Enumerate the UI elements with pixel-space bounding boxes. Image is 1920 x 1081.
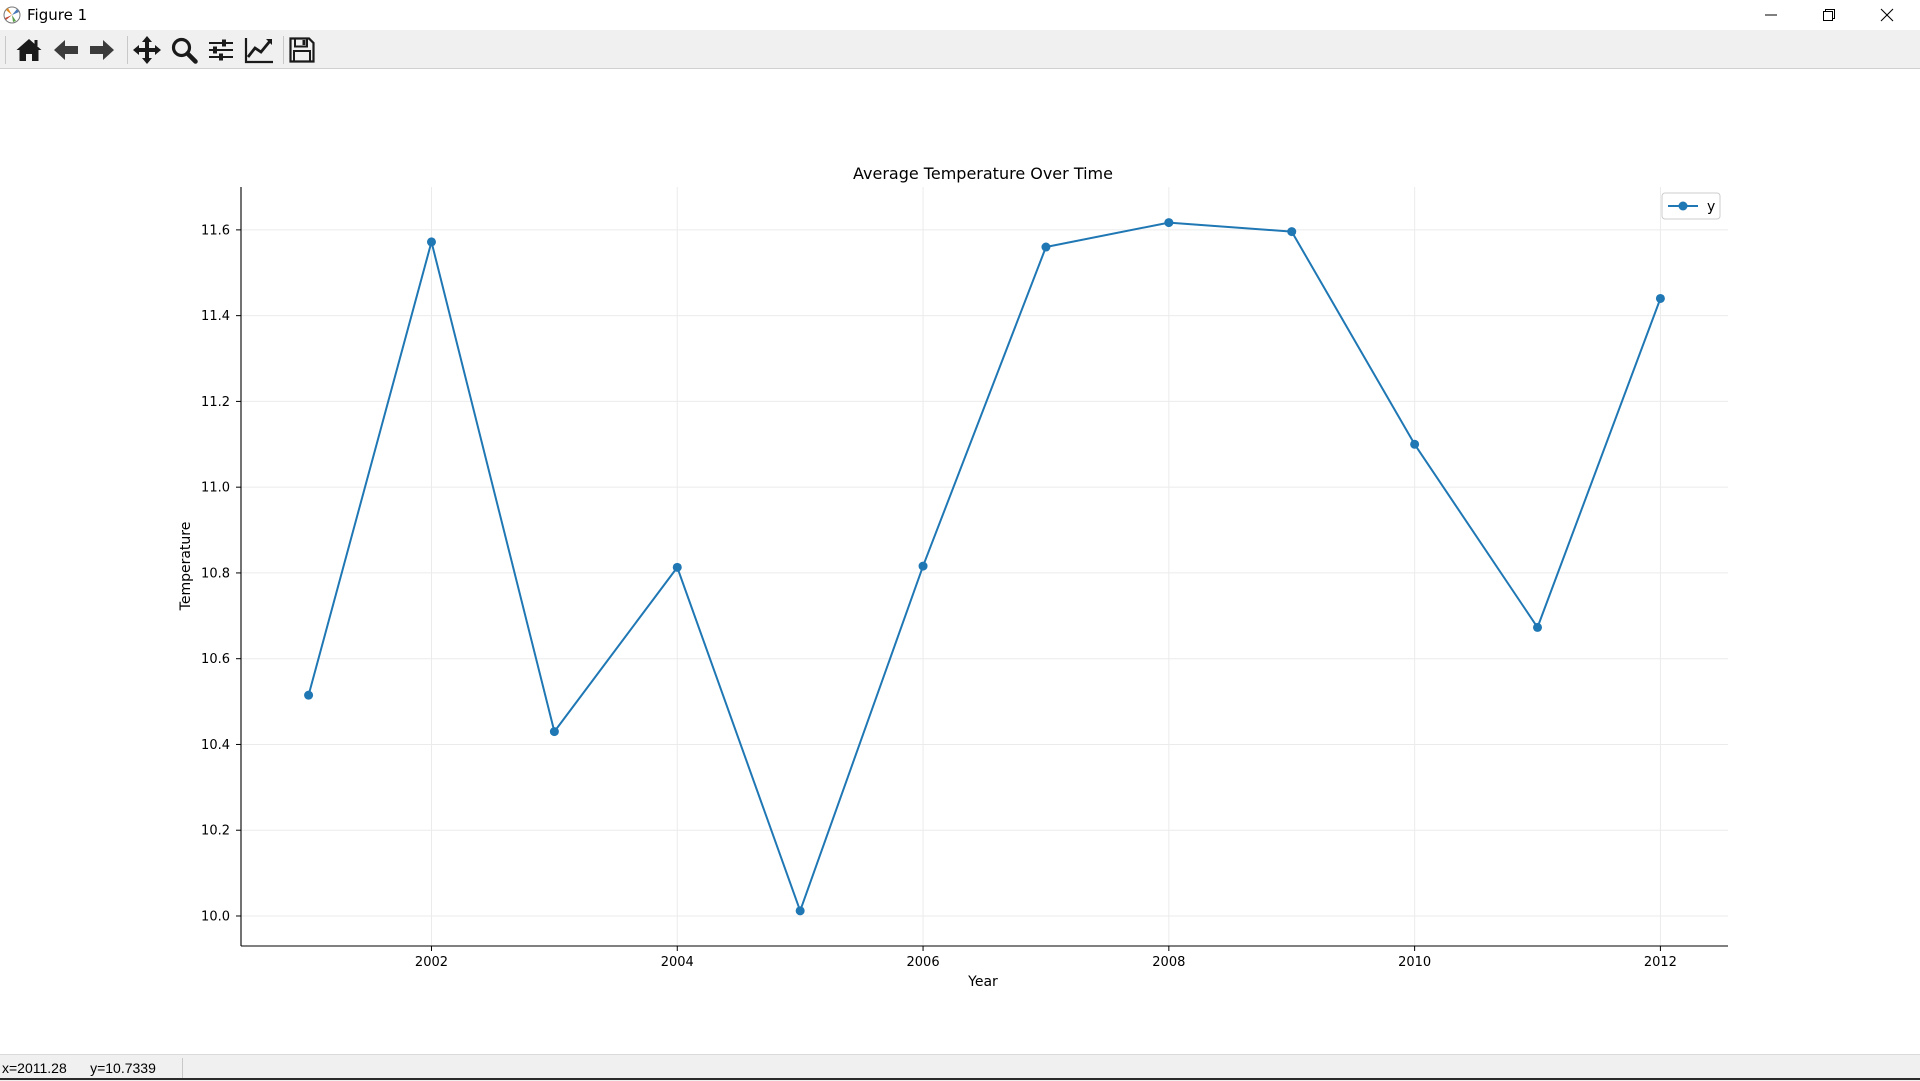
data-series <box>304 218 1665 916</box>
toolbar-separator <box>127 36 128 64</box>
app-icon <box>3 6 21 24</box>
zoom-button[interactable] <box>167 33 201 67</box>
legend: y <box>1661 192 1721 220</box>
x-tick-label: 2004 <box>661 955 694 970</box>
y-tick-label: 11.4 <box>201 309 230 324</box>
restore-icon <box>1823 9 1835 21</box>
pan-button[interactable] <box>130 33 164 67</box>
forward-arrow-icon <box>90 40 114 60</box>
y-axis-label: Temperature <box>178 522 194 612</box>
data-point <box>795 906 805 916</box>
y-tick-label: 11.0 <box>201 481 230 496</box>
save-icon <box>289 37 315 63</box>
minimize-button[interactable] <box>1742 0 1800 30</box>
data-point <box>1164 218 1174 228</box>
y-tick-label: 10.0 <box>201 909 230 924</box>
close-button[interactable] <box>1858 0 1916 30</box>
x-tick-label: 2002 <box>415 955 448 970</box>
minimize-icon <box>1765 14 1777 16</box>
window-bottom-border <box>0 1078 1920 1080</box>
edit-axis-button[interactable] <box>242 33 276 67</box>
close-icon <box>1880 8 1894 22</box>
data-point <box>1041 242 1051 252</box>
legend-entry-label: y <box>1707 199 1715 215</box>
zoom-icon <box>171 37 198 64</box>
data-point <box>1287 227 1297 237</box>
back-arrow-icon <box>54 40 78 60</box>
toolbar <box>0 30 1920 69</box>
back-button[interactable] <box>49 33 83 67</box>
save-button[interactable] <box>285 33 319 67</box>
status-divider <box>182 1058 183 1078</box>
data-point <box>1533 622 1543 632</box>
line-chart: 2002 2004 2006 2008 2010 2012 10.0 10.2 10.4 10.6… <box>178 164 1728 990</box>
y-tick-label: 11.2 <box>201 395 230 410</box>
x-tick-label: 2008 <box>1152 955 1185 970</box>
window-title: Figure 1 <box>27 6 88 24</box>
axes: 2002 2004 2006 2008 2010 2012 10.0 10.2 10.4 10.6… <box>201 187 1728 970</box>
data-point <box>918 561 928 571</box>
cursor-coordinates: x=2011.28 y=10.7339 <box>2 1060 156 1076</box>
home-icon <box>16 39 42 61</box>
y-tick-label: 10.8 <box>201 566 230 581</box>
x-tick-label: 2006 <box>907 955 940 970</box>
forward-button[interactable] <box>85 33 119 67</box>
chart-title: Average Temperature Over Time <box>853 164 1113 183</box>
y-tick-label: 10.2 <box>201 824 230 839</box>
data-point <box>549 727 559 737</box>
edit-axis-icon <box>244 38 273 64</box>
data-point <box>1410 439 1420 449</box>
toolbar-handle <box>5 36 6 64</box>
data-point <box>672 562 682 572</box>
x-axis-label: Year <box>967 974 998 990</box>
x-tick-label: 2012 <box>1644 955 1677 970</box>
y-tick-label: 11.6 <box>201 223 230 238</box>
figure-canvas[interactable]: 2002 2004 2006 2008 2010 2012 10.0 10.2 10.4 10.6… <box>0 69 1920 1054</box>
data-point <box>1655 293 1665 303</box>
subplots-button[interactable] <box>204 33 238 67</box>
subplots-icon <box>209 39 233 61</box>
toolbar-separator <box>283 36 284 64</box>
pan-icon <box>133 36 161 64</box>
data-point <box>426 237 436 247</box>
legend-marker-swatch <box>1678 201 1688 211</box>
y-tick-label: 10.4 <box>201 738 230 753</box>
title-bar: Figure 1 <box>0 0 1920 30</box>
grid <box>241 187 1728 946</box>
status-bar: x=2011.28 y=10.7339 <box>0 1054 1920 1081</box>
series-line <box>307 221 1662 912</box>
y-tick-label: 10.6 <box>201 652 230 667</box>
x-tick-label: 2010 <box>1398 955 1431 970</box>
data-point <box>304 690 314 700</box>
home-button[interactable] <box>12 33 46 67</box>
restore-button[interactable] <box>1800 0 1858 30</box>
